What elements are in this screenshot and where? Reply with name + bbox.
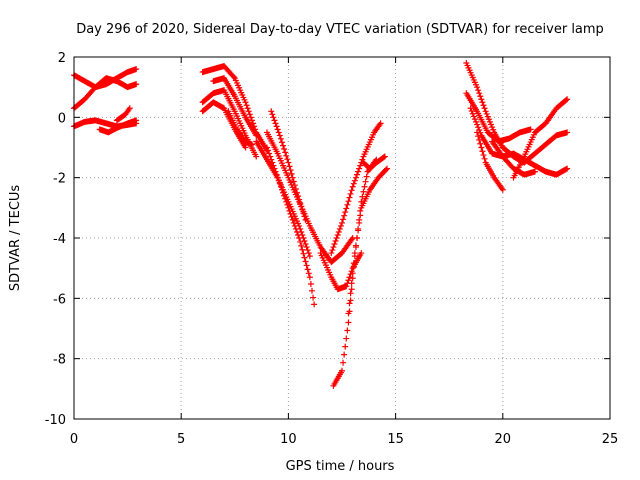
x-tick-label: 25 [602,432,619,447]
data-series [71,60,571,389]
series-arc-e6 [489,138,538,178]
series-arc-e2 [463,90,534,145]
chart-title: Day 296 of 2020, Sidereal Day-to-day VTE… [76,22,604,37]
y-tick-label: 0 [58,111,66,126]
series-points [96,117,140,136]
y-tick-label: -10 [45,413,66,428]
series-arc-c4 [268,108,309,223]
y-tick-label: -4 [53,232,66,247]
series-points [489,138,538,178]
series-arc-a4 [96,117,140,136]
grid-lines [74,57,610,419]
series-arc-b5 [225,108,255,148]
series-points [328,120,384,257]
series-points [360,153,388,172]
y-tick-label: -6 [53,292,66,307]
series-arc-c3 [253,138,313,260]
series-arc-b1 [199,63,270,154]
x-tick-label: 0 [70,432,78,447]
x-tick-label: 20 [495,432,512,447]
series-arc-c1 [263,129,356,266]
x-axis-label: GPS time / hours [286,459,395,474]
series-points [199,63,270,154]
y-tick-label: -8 [53,353,66,368]
y-tick-label: 2 [58,51,66,66]
series-arc-e5 [510,96,571,181]
series-points [474,129,506,193]
y-tick-label: -2 [53,172,66,187]
series-points [225,108,255,148]
series-points [253,138,313,260]
series-points [113,105,133,124]
x-tick-label: 5 [177,432,185,447]
series-points [263,129,356,266]
x-tick-label: 10 [280,432,297,447]
y-axis-label: SDTVAR / TECUs [8,185,23,292]
series-arc-e4 [474,129,506,193]
series-points [463,90,534,145]
series-points [345,165,391,317]
series-arc-c5 [317,250,365,293]
series-points [210,75,260,139]
series-arc-d1 [328,120,384,257]
series-arc-b4 [210,75,260,139]
series-points [317,250,365,293]
series-points [268,108,309,223]
plot-frame [73,56,611,420]
axis-ticks: 0 5 10 15 20 25 -10 -8 -6 -4 -2 0 2 [45,51,619,447]
series-arc-a5 [113,105,133,124]
series-points [510,96,571,181]
x-tick-label: 15 [387,432,404,447]
series-arc-d3 [345,165,391,317]
series-arc-d4 [360,153,388,172]
